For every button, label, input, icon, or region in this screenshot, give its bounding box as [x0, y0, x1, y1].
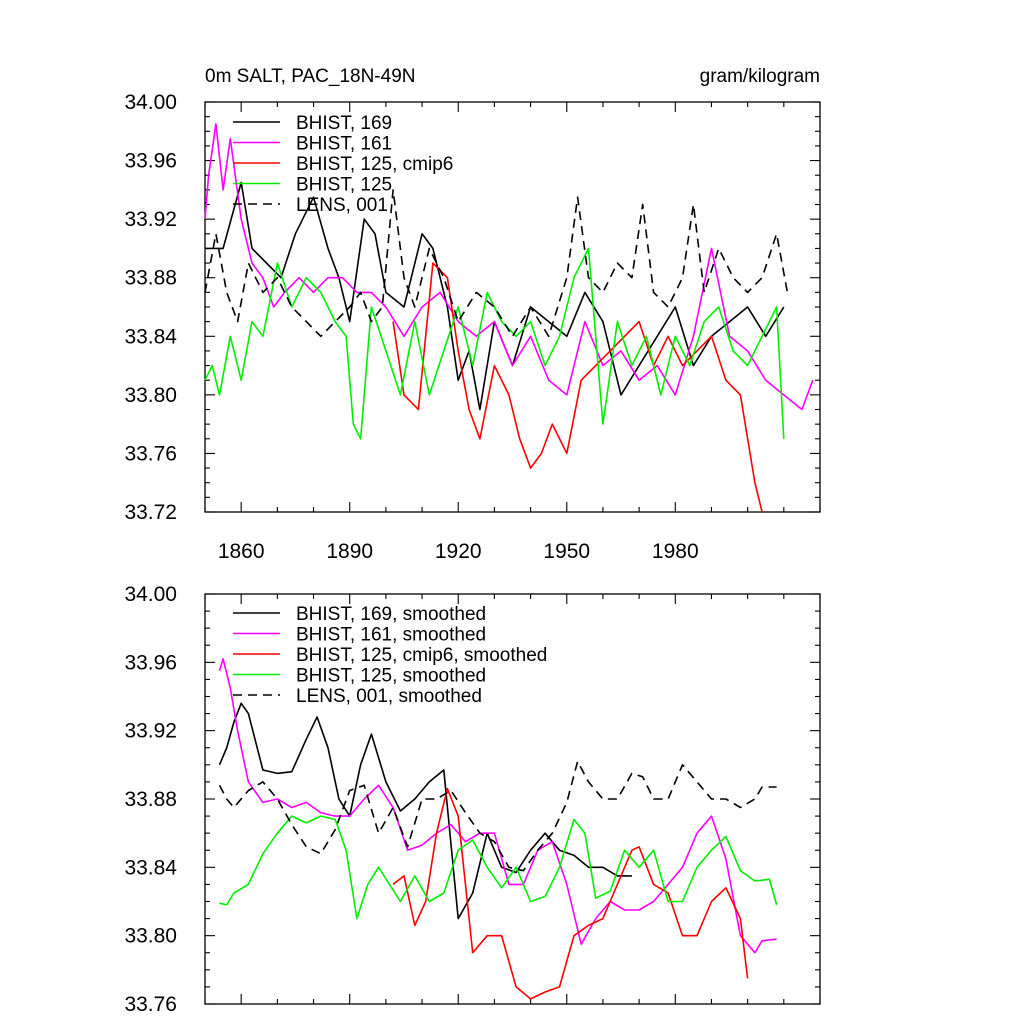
series-line-1: [205, 181, 785, 411]
series-line-2: [204, 123, 814, 411]
y-tick-label: 33.76: [124, 442, 177, 465]
y-tick-label: 33.76: [124, 993, 177, 1016]
bottom-chart-panel: 33.76 33.80 33.84 33.88 33.92 33.96 34.00 BHIST…: [124, 583, 821, 1016]
y-tick-label: 33.80: [124, 384, 177, 407]
series-line-1: [218, 702, 632, 920]
units-label: gram/kilogram: [700, 66, 820, 87]
x-tick-label: 1860: [218, 540, 265, 563]
legend-label: BHIST, 161: [296, 134, 392, 155]
y-tick-label: 34.00: [124, 91, 177, 114]
x-tick-label: 1890: [326, 540, 373, 563]
legend-label: BHIST, 161, smoothed: [296, 625, 486, 646]
legend-label: BHIST, 125, smoothed: [296, 666, 486, 687]
series-line-3: [392, 787, 749, 1000]
legend-label: BHIST, 125: [296, 175, 392, 196]
legend-label: BHIST, 125, cmip6, smoothed: [296, 645, 547, 666]
series-line-5: [218, 760, 777, 872]
legend-label: BHIST, 169: [296, 113, 392, 134]
series-line-5: [204, 189, 789, 338]
y-tick-label: 33.92: [124, 208, 177, 231]
x-tick-label: 1920: [435, 540, 482, 563]
x-tick-label: 1980: [652, 540, 699, 563]
series-line-3: [392, 262, 763, 513]
y-tick-label: 33.84: [124, 856, 177, 879]
top-chart-panel: 33.72 33.76 33.80 33.84 33.88 33.92 33.96 34.00…: [124, 91, 821, 563]
series-line-2: [218, 658, 777, 954]
series-line-4: [219, 815, 778, 920]
y-tick-label: 33.96: [124, 651, 177, 674]
y-tick-label: 33.72: [124, 501, 177, 524]
y-tick-label: 33.92: [124, 720, 177, 743]
y-tick-label: 33.88: [124, 267, 177, 290]
y-tick-label: 33.84: [124, 325, 177, 348]
x-tick-label: 1950: [543, 540, 590, 563]
legend-label: BHIST, 169, smoothed: [296, 604, 486, 625]
y-tick-label: 34.00: [124, 583, 177, 606]
y-tick-label: 33.96: [124, 150, 177, 173]
series-line-4: [204, 247, 785, 440]
legend-label: LENS, 001, smoothed: [296, 686, 482, 707]
legend-label: BHIST, 125, cmip6: [296, 154, 453, 175]
y-tick-label: 33.80: [124, 925, 177, 948]
y-tick-label: 33.88: [124, 788, 177, 811]
legend-label: LENS, 001: [296, 195, 388, 216]
chart-title: 0m SALT, PAC_18N-49N: [205, 66, 416, 87]
